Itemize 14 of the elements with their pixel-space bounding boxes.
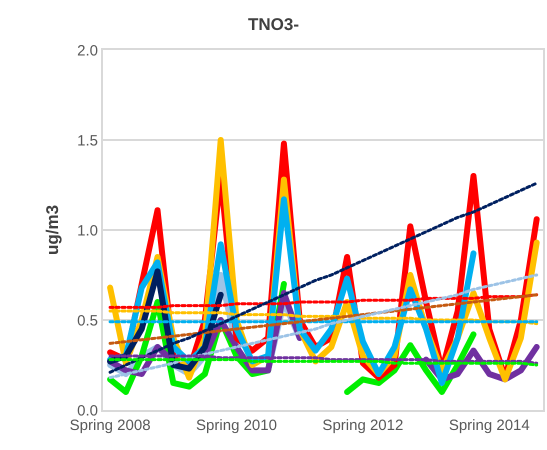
x-tick-label: Spring 2010 xyxy=(196,417,277,434)
y-tick-label: 0.0 xyxy=(77,402,98,420)
line-series xyxy=(108,293,538,345)
line-series xyxy=(108,274,538,380)
chart-title: TNO3- xyxy=(248,14,299,34)
y-axis-title: ug/m3 xyxy=(43,204,62,256)
y-tick-label: 2.0 xyxy=(77,42,98,60)
y-tick-label: 1.5 xyxy=(77,132,98,150)
y-tick-label: 1.0 xyxy=(77,222,98,240)
y-tick-label: 0.5 xyxy=(77,312,98,330)
line-series xyxy=(108,182,538,374)
x-tick-label: Spring 2014 xyxy=(448,417,530,434)
x-tick-label: Spring 2008 xyxy=(70,417,151,434)
x-tick-label: Spring 2012 xyxy=(322,417,404,434)
